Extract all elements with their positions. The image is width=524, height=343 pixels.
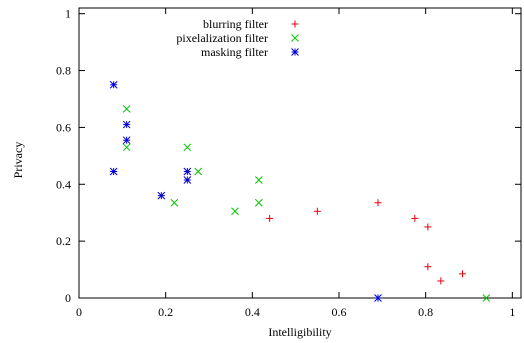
data-point-plus [459,270,466,278]
data-point-star [122,136,131,145]
data-point-cross [170,198,179,207]
y-tick-label: 1 [65,7,71,21]
data-point-star [109,80,118,89]
data-point-cross [482,294,491,302]
data-point-plus [411,214,419,222]
x-tick-label: 0.8 [418,305,433,319]
data-point-plus [374,199,382,207]
x-tick-label: 0.6 [332,305,347,319]
data-points [109,80,491,302]
data-point-cross [122,105,131,113]
data-point-plus [424,223,432,231]
data-point-plus [266,214,274,222]
data-point-star [374,294,382,302]
data-point-plus [437,277,445,285]
y-tick-label: 0.6 [56,120,71,134]
data-point-star [183,176,192,184]
x-tick-label: 1 [509,305,515,319]
y-tick-label: 0.8 [56,64,71,78]
y-tick-label: 0.2 [56,234,71,248]
x-tick-label: 0.4 [245,305,260,319]
data-point-star [183,167,192,176]
legend-marker-star [291,48,299,56]
x-axis-title: Intelligibility [268,325,331,339]
x-tick-label: 0 [76,305,82,319]
data-point-cross [254,198,263,207]
y-tick-label: 0.4 [56,177,71,191]
data-point-cross [231,207,239,216]
data-point-star [109,167,118,176]
y-tick-label: 0 [65,291,71,305]
legend-label: masking filter [201,45,268,59]
data-point-plus [313,207,321,215]
data-point-star [157,191,166,200]
data-point-cross [122,143,131,152]
y-axis-title: Privacy [11,142,25,179]
x-tick-label: 0.2 [158,305,173,319]
legend-label: blurring filter [203,17,268,31]
axes [78,7,522,299]
ticks: 0 0.2 0.4 0.6 0.8 1 0 0.2 0.4 0.6 0.8 1 [56,7,521,319]
legend-marker-cross [291,34,299,42]
data-point-plus [424,263,432,271]
legend-label: pixelalization filter [176,31,268,45]
data-point-star [122,120,131,129]
data-point-cross [194,167,203,176]
legend-marker-plus [291,20,299,28]
data-point-cross [254,176,263,184]
data-point-cross [183,143,192,152]
plot-frame [78,7,522,299]
